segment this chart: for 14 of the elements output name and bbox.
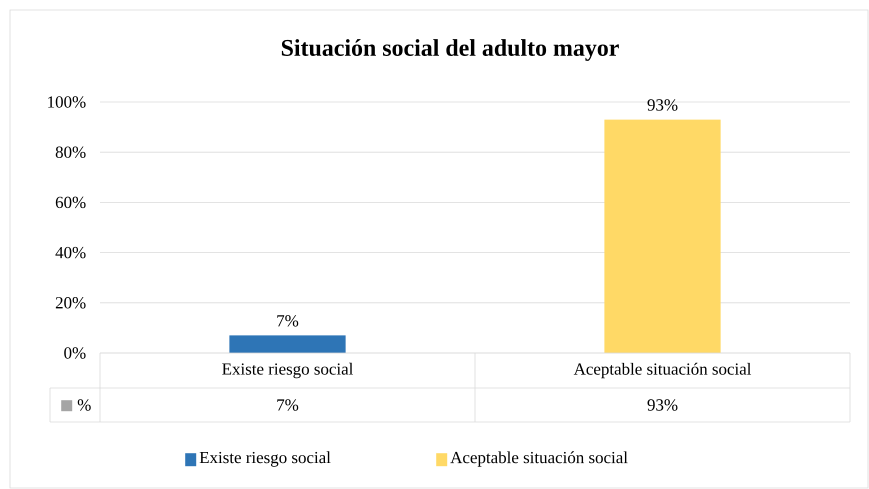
text: 7% [277, 315, 298, 327]
text: % [78, 399, 91, 411]
y-tick-label: 80% [56, 146, 86, 158]
y-tick-label: 40% [55, 246, 86, 258]
chart-title: Situación social del adulto mayor [282, 39, 619, 61]
category-label: Existe riesgo social [200, 451, 331, 467]
y-tick-label: 0% [64, 347, 86, 359]
category-label: Aceptable situación social [450, 451, 628, 467]
y-tick-label: 100% [48, 96, 86, 108]
data-label: 93% [648, 399, 678, 411]
text: 93% [648, 99, 678, 111]
y-tick-label: 20% [56, 297, 86, 309]
data-label: 7% [277, 399, 298, 411]
y-tick-label: 60% [56, 196, 86, 208]
